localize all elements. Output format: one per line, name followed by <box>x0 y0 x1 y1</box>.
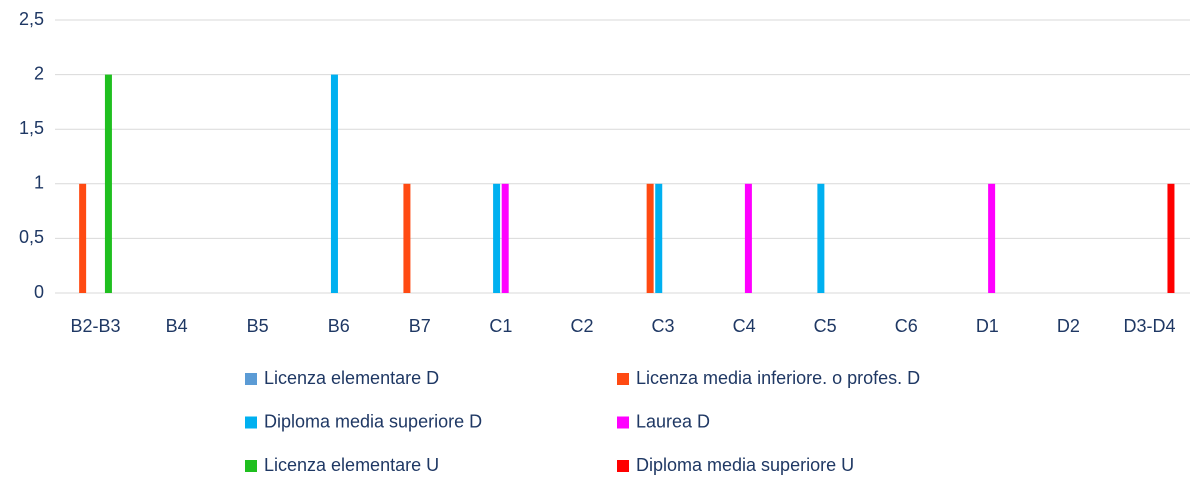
x-tick-label: C2 <box>570 316 593 336</box>
legend-swatch <box>245 460 257 472</box>
bar <box>817 183 825 293</box>
x-tick-label: C5 <box>814 316 837 336</box>
y-tick-label: 2 <box>34 63 44 83</box>
x-tick-label: C3 <box>652 316 675 336</box>
legend-label: Laurea D <box>636 411 710 431</box>
x-tick-label: B6 <box>328 316 350 336</box>
x-tick-label: D2 <box>1057 316 1080 336</box>
legend-label: Licenza elementare D <box>264 368 439 388</box>
bar <box>501 183 509 293</box>
bar <box>79 183 87 293</box>
bar <box>988 183 996 293</box>
x-tick-label: B2-B3 <box>71 316 121 336</box>
bar <box>646 183 654 293</box>
bar <box>330 74 338 293</box>
legend-label: Diploma media superiore D <box>264 411 482 431</box>
x-tick-label: C4 <box>733 316 756 336</box>
bar <box>655 183 663 293</box>
x-tick-label: B5 <box>247 316 269 336</box>
y-tick-label: 2,5 <box>19 9 44 29</box>
bar <box>493 183 501 293</box>
y-tick-label: 0 <box>34 282 44 302</box>
bar <box>104 74 112 293</box>
bar <box>1167 183 1175 293</box>
legend-swatch <box>245 373 257 385</box>
x-tick-label: C1 <box>489 316 512 336</box>
legend-label: Licenza elementare U <box>264 455 439 475</box>
x-tick-label: D3-D4 <box>1123 316 1175 336</box>
legend-swatch <box>617 460 629 472</box>
bar <box>744 183 752 293</box>
bar <box>403 183 411 293</box>
legend-swatch <box>617 373 629 385</box>
x-tick-label: B4 <box>166 316 188 336</box>
legend-label: Diploma media superiore U <box>636 455 854 475</box>
y-tick-label: 0,5 <box>19 227 44 247</box>
legend-swatch <box>617 416 629 429</box>
y-tick-label: 1 <box>34 173 44 193</box>
x-tick-label: D1 <box>976 316 999 336</box>
x-tick-label: C6 <box>895 316 918 336</box>
legend-swatch <box>245 416 257 429</box>
legend-label: Licenza media inferiore. o profes. D <box>636 368 920 388</box>
y-tick-label: 1,5 <box>19 118 44 138</box>
x-tick-label: B7 <box>409 316 431 336</box>
